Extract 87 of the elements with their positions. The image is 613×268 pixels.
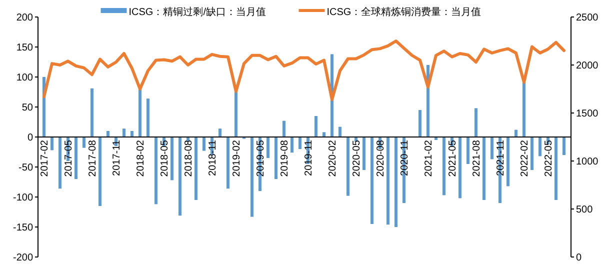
bar [322, 132, 326, 137]
x-tick-label: 2021-11 [496, 140, 506, 176]
x-tick-label: 2019-11 [304, 140, 314, 176]
x-tick-label: 2017-08 [88, 140, 98, 177]
y-tick-label: -50 [18, 162, 34, 174]
x-tick-label: 2022-05 [544, 140, 554, 177]
bar [202, 137, 206, 151]
bar [74, 137, 78, 179]
bar [266, 137, 270, 158]
bar [554, 137, 558, 200]
bar [418, 110, 422, 137]
bar [490, 137, 494, 160]
x-tick-label: 2021-08 [472, 140, 482, 177]
bar [394, 137, 398, 227]
x-tick-label: 2018-02 [136, 140, 146, 177]
x-tick-label: 2021-05 [448, 140, 458, 177]
bar [194, 137, 198, 200]
x-tick-label: 2020-05 [352, 140, 362, 177]
legend-label: ICSG：全球精炼铜消费量：当月值 [326, 6, 482, 18]
bar [474, 108, 478, 137]
bar [138, 89, 142, 137]
bar [250, 137, 254, 217]
bar [362, 137, 366, 170]
bar [522, 82, 526, 137]
y-tick-label: -200 [12, 252, 34, 264]
bar [154, 137, 158, 204]
bar [274, 137, 278, 179]
bar [386, 137, 390, 225]
bar [506, 137, 510, 186]
bar [106, 131, 110, 137]
x-tick-label: 2017-11 [112, 140, 122, 176]
x-tick-label: 2017-02 [40, 140, 50, 177]
bar [370, 137, 374, 224]
y-tick-label: 50 [22, 102, 34, 114]
bar [50, 137, 54, 150]
x-tick-label: 2020-02 [328, 140, 338, 177]
bar [562, 137, 566, 155]
bar [530, 137, 534, 170]
y-tick-label: 100 [16, 72, 34, 84]
bar [90, 88, 94, 137]
bar [82, 137, 86, 148]
bar [234, 92, 238, 137]
y-tick-label: -100 [12, 192, 34, 204]
bar [282, 120, 286, 137]
y2-tick-label: 1500 [576, 108, 599, 120]
bar [338, 126, 342, 137]
bar [178, 137, 182, 216]
line-series [42, 40, 566, 102]
y-tick-label: 200 [16, 12, 34, 24]
bar [538, 137, 542, 156]
x-tick-label: 2020-08 [376, 140, 386, 177]
y2-tick-label: 2000 [576, 60, 599, 72]
y2-tick-label: 500 [576, 204, 594, 216]
x-tick-label: 2018-11 [208, 140, 218, 176]
bar [514, 130, 518, 137]
bar [122, 128, 126, 137]
y-tick-label: -150 [12, 222, 34, 234]
x-tick-label: 2018-05 [160, 140, 170, 177]
bar [482, 137, 486, 200]
bar [458, 137, 462, 198]
x-tick-label: 2019-08 [280, 140, 290, 177]
bar [58, 137, 62, 189]
bar [226, 137, 230, 189]
x-tick-label: 2019-05 [256, 140, 266, 177]
bar [442, 137, 446, 196]
bar [130, 131, 134, 137]
y2-tick-label: 2500 [576, 12, 599, 24]
bar [170, 137, 174, 180]
bar [298, 137, 302, 149]
bar [346, 137, 350, 196]
bar [290, 137, 294, 153]
bar [218, 128, 222, 137]
y-tick-label: 0 [27, 132, 34, 144]
y-tick-label: 150 [16, 42, 34, 54]
y2-tick-label: 1000 [576, 156, 599, 168]
x-tick-label: 2019-02 [232, 140, 242, 177]
bar [314, 116, 318, 137]
bar [466, 137, 470, 164]
x-tick-label: 2021-02 [424, 140, 434, 177]
x-tick-label: 2020-11 [400, 140, 410, 176]
x-tick-label: 2017-05 [64, 140, 74, 177]
x-tick-label: 2022-02 [520, 140, 530, 177]
bar [146, 98, 150, 137]
legend-label: ICSG：精铜过剩/缺口：当月值 [128, 6, 266, 18]
y2-tick-label: 0 [576, 252, 582, 264]
x-tick-label: 2018-08 [184, 140, 194, 177]
bar [98, 137, 102, 206]
